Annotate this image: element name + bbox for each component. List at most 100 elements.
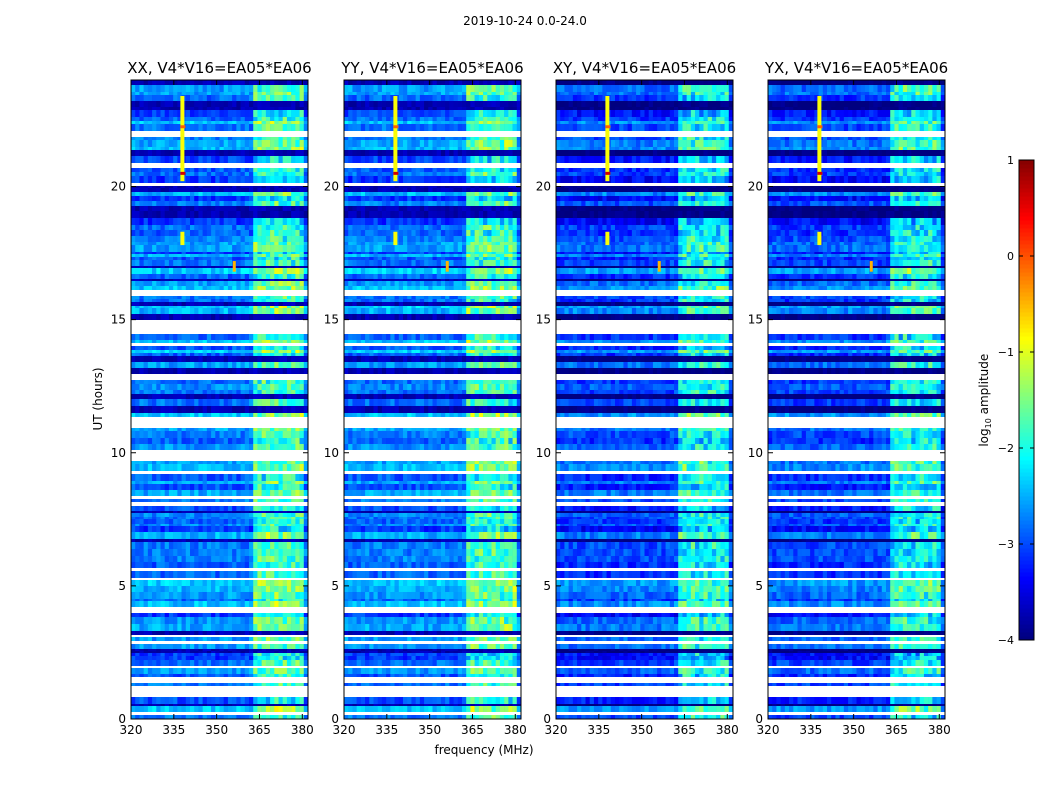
heatmap-cell	[303, 362, 309, 368]
heatmap-cell	[211, 308, 216, 314]
heatmap-cell	[278, 230, 284, 236]
heatmap-cell	[177, 651, 182, 653]
heatmap-cell	[274, 428, 279, 431]
heatmap-cell	[198, 599, 203, 601]
heatmap-cell	[194, 380, 199, 384]
heatmap-cell	[257, 431, 262, 438]
heatmap-cell	[147, 196, 153, 201]
heatmap-cell	[185, 586, 191, 592]
heatmap-cell	[143, 539, 149, 542]
heatmap-cell	[185, 334, 191, 340]
heatmap-cell	[299, 474, 305, 481]
heatmap-cell	[286, 519, 292, 524]
heatmap-cell	[265, 519, 271, 524]
heatmap-cell	[282, 715, 288, 719]
heatmap-cell	[160, 186, 166, 188]
heatmap-cell	[253, 257, 258, 260]
heatmap-cell	[261, 428, 267, 431]
heatmap-cell	[160, 353, 166, 356]
heatmap-cell	[139, 314, 144, 320]
heatmap-cell	[257, 101, 262, 107]
heatmap-cell	[185, 356, 191, 362]
heatmap-cell	[244, 586, 250, 592]
heatmap-cell	[181, 484, 187, 490]
heatmap-cell	[198, 279, 203, 281]
heatmap-cell	[291, 117, 296, 121]
heatmap-cell	[211, 302, 216, 306]
heatmap-cell	[177, 380, 182, 384]
heatmap-cell	[173, 406, 178, 413]
heatmap-cell	[156, 368, 161, 374]
heatmap-cell	[215, 147, 220, 150]
heatmap-cell	[181, 186, 187, 188]
heatmap-cell	[198, 506, 203, 511]
heatmap-cell	[227, 362, 233, 368]
heatmap-cell	[432, 92, 438, 95]
heatmap-cell	[194, 660, 199, 666]
heatmap-cell	[190, 101, 195, 107]
heatmap-cell	[244, 85, 250, 92]
heatmap-cell	[164, 150, 170, 156]
heatmap-cell	[143, 542, 149, 549]
heatmap-cell	[360, 85, 366, 92]
heatmap-cell	[303, 356, 309, 362]
heatmap-cell	[398, 117, 404, 121]
heatmap-cell	[398, 95, 404, 101]
heatmap-cell	[295, 353, 300, 356]
heatmap-cell	[270, 168, 275, 172]
heatmap-cell	[160, 230, 166, 236]
heatmap-cell	[249, 428, 254, 431]
heatmap-cell	[240, 356, 246, 362]
heatmap-cell	[198, 299, 203, 302]
heatmap-cell	[194, 399, 199, 406]
heatmap-cell	[261, 499, 267, 502]
heatmap-cell	[282, 526, 288, 532]
heatmap-cell	[173, 683, 178, 686]
heatmap-cell	[194, 362, 199, 368]
heatmap-cell	[449, 110, 454, 117]
heatmap-cell	[177, 438, 182, 444]
heatmap-cell	[215, 350, 220, 353]
heatmap-cell	[253, 580, 258, 586]
heatmap-cell	[139, 513, 144, 517]
heatmap-cell	[211, 218, 216, 225]
heatmap-cell	[286, 242, 292, 245]
heatmap-cell	[257, 524, 262, 526]
heatmap-cell	[147, 624, 153, 631]
heatmap-cell	[131, 314, 136, 320]
heatmap-cell	[278, 532, 284, 539]
heatmap-cell	[282, 532, 288, 539]
heatmap-cell	[206, 268, 212, 274]
heatmap-cell	[249, 431, 254, 438]
heatmap-cell	[164, 556, 170, 562]
heatmap-cell	[403, 101, 408, 107]
heatmap-cell	[190, 176, 195, 183]
heatmap-cell	[282, 117, 288, 121]
heatmap-cell	[274, 399, 279, 406]
heatmap-cell	[265, 188, 271, 192]
flagged-row	[131, 374, 308, 380]
heatmap-cell	[190, 668, 195, 674]
heatmap-cell	[270, 302, 275, 306]
heatmap-cell	[194, 260, 199, 266]
heatmap-cell	[286, 176, 292, 183]
heatmap-cell	[223, 656, 229, 660]
heatmap-cell	[286, 660, 292, 666]
heatmap-cell	[168, 484, 174, 490]
heatmap-cell	[398, 107, 404, 110]
heatmap-cell	[211, 362, 216, 368]
heatmap-cell	[177, 706, 182, 712]
heatmap-cell	[139, 140, 144, 147]
heatmap-cell	[164, 380, 170, 384]
heatmap-cell	[232, 150, 237, 156]
heatmap-cell	[390, 92, 395, 95]
heatmap-cell	[278, 624, 284, 631]
heatmap-cell	[265, 260, 271, 266]
heatmap-cell	[160, 706, 166, 712]
heatmap-cell	[202, 308, 208, 314]
heatmap-cell	[206, 499, 212, 502]
heatmap-cell	[236, 147, 241, 150]
heatmap-cell	[173, 617, 178, 624]
heatmap-cell	[394, 92, 400, 95]
heatmap-cell	[173, 306, 178, 308]
